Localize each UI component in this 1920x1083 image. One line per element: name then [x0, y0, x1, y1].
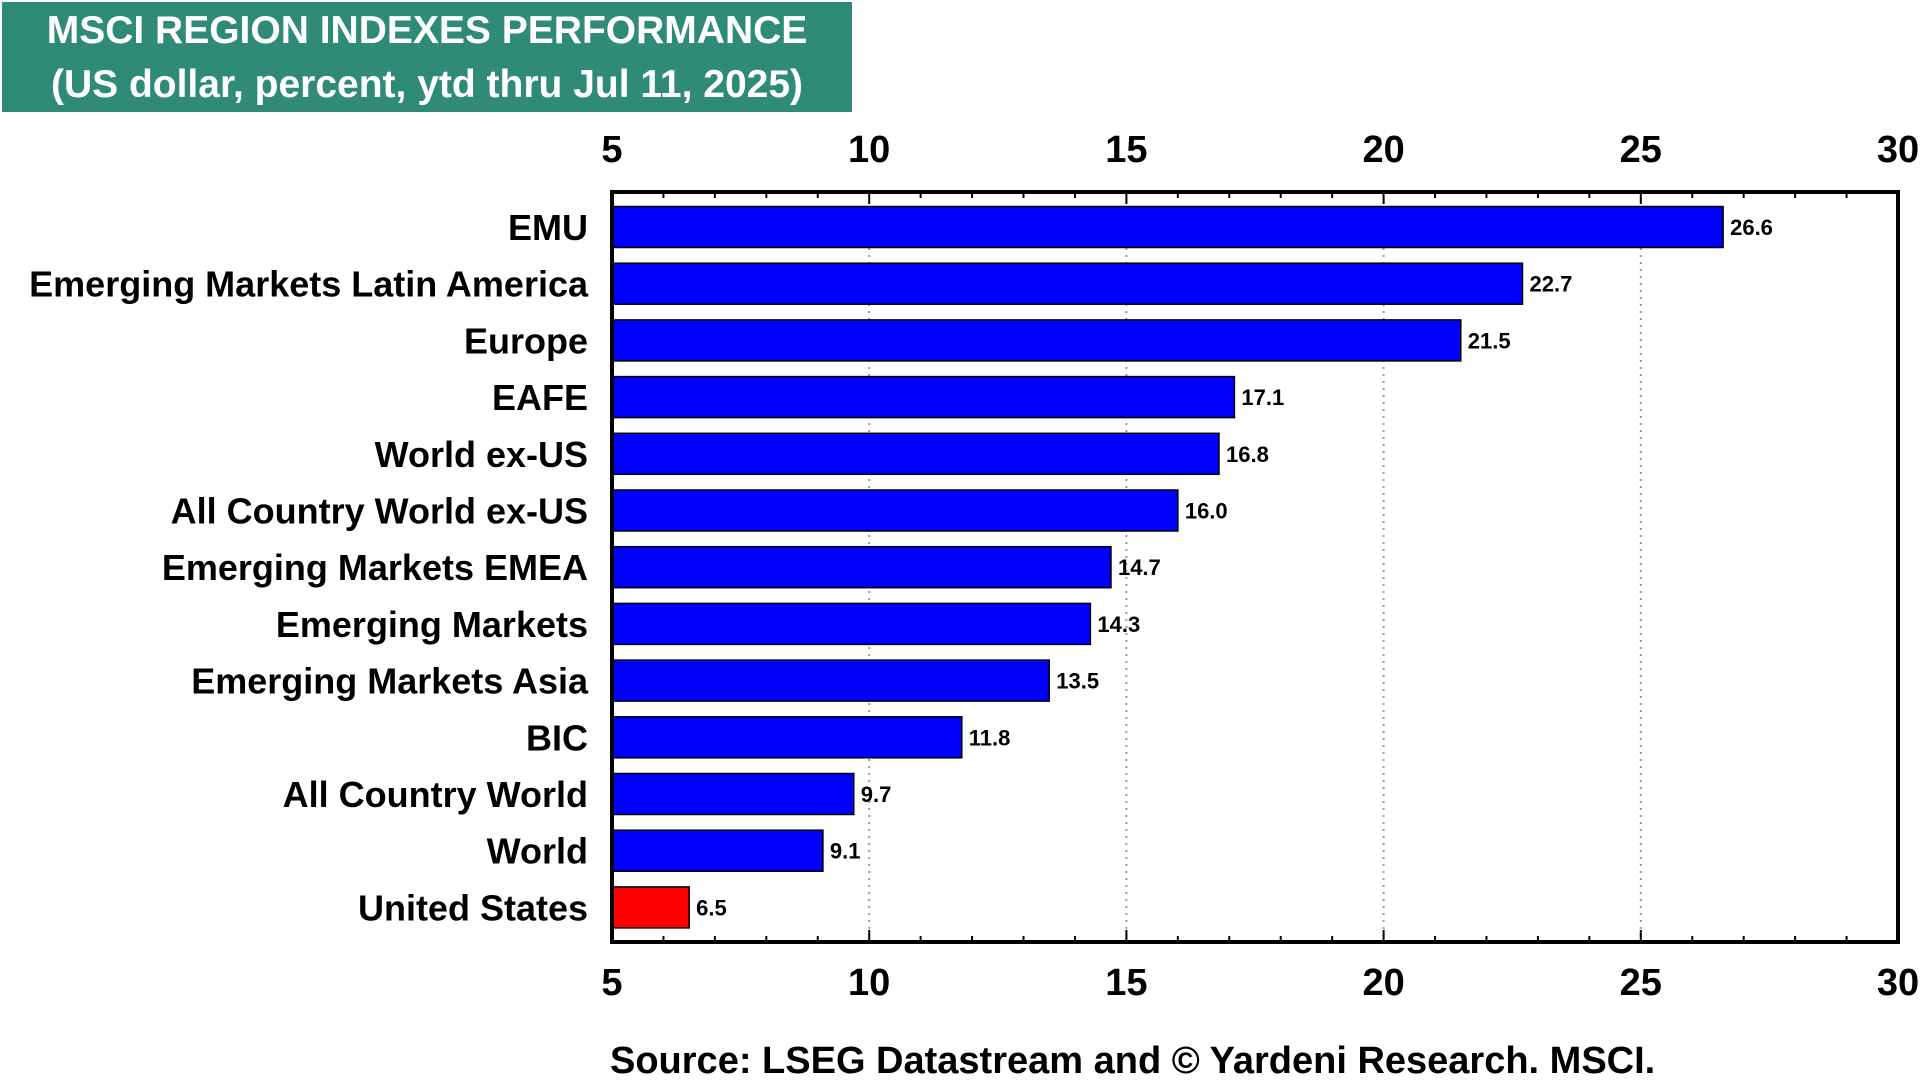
bar-emu — [611, 205, 1724, 249]
value-label-emerging-markets-emea: 14.7 — [1118, 555, 1161, 580]
bar-eafe — [611, 375, 1236, 419]
bar-all-country-world — [611, 772, 855, 816]
category-label-emerging-markets-emea: Emerging Markets EMEA — [162, 547, 588, 588]
category-label-united-states: United States — [358, 887, 588, 928]
x-tick-label-bottom: 20 — [1362, 962, 1404, 1004]
value-label-bic: 11.8 — [969, 725, 1011, 750]
chart-title: MSCI REGION INDEXES PERFORMANCE — [46, 9, 808, 52]
x-tick-label-bottom: 25 — [1620, 962, 1662, 1004]
x-tick-label-top: 15 — [1105, 129, 1147, 171]
category-label-emerging-markets: Emerging Markets — [276, 604, 588, 645]
category-label-all-country-world-ex-us: All Country World ex-US — [171, 491, 588, 532]
x-tick-label-top: 20 — [1362, 129, 1404, 171]
bar-emerging-markets — [611, 602, 1092, 646]
category-label-eafe: EAFE — [492, 377, 588, 418]
bar-bic — [611, 716, 963, 759]
value-label-eafe: 17.1 — [1241, 385, 1284, 410]
bar-all-country-world-ex-us — [611, 489, 1179, 532]
x-tick-label-bottom: 10 — [848, 962, 890, 1004]
value-label-emerging-markets-latin-america: 22.7 — [1529, 272, 1572, 297]
category-label-emerging-markets-latin-america: Emerging Markets Latin America — [29, 264, 589, 305]
value-label-emu: 26.6 — [1730, 215, 1773, 240]
category-label-emerging-markets-asia: Emerging Markets Asia — [191, 661, 589, 702]
bar-emerging-markets-emea — [611, 545, 1112, 589]
chart-title-box: MSCI REGION INDEXES PERFORMANCE (US doll… — [2, 2, 852, 112]
value-label-united-states: 6.5 — [696, 895, 727, 920]
value-label-emerging-markets-asia: 13.5 — [1056, 669, 1099, 694]
value-label-europe: 21.5 — [1468, 328, 1511, 353]
x-tick-label-top: 5 — [601, 129, 622, 171]
value-label-world-ex-us: 16.8 — [1226, 442, 1269, 467]
x-tick-label-bottom: 5 — [601, 962, 622, 1004]
source-note: Source: LSEG Datastream and © Yardeni Re… — [610, 1040, 1656, 1082]
value-label-all-country-world-ex-us: 16.0 — [1185, 499, 1228, 524]
category-label-world-ex-us: World ex-US — [375, 434, 588, 475]
value-label-all-country-world: 9.7 — [861, 782, 892, 807]
category-label-bic: BIC — [526, 717, 588, 758]
category-label-world: World — [487, 831, 588, 872]
labels-layer: EMU 26.6 Emerging Markets Latin America 22.… — [29, 207, 1773, 928]
category-label-europe: Europe — [464, 320, 588, 361]
x-tick-label-top: 30 — [1877, 129, 1919, 171]
value-label-world: 9.1 — [830, 839, 861, 864]
x-tick-label-top: 25 — [1620, 129, 1662, 171]
bar-united-states — [611, 886, 690, 929]
category-label-emu: EMU — [508, 207, 588, 248]
axis-layer: 5 5 10 10 15 15 20 20 25 25 30 30 — [601, 129, 1919, 1004]
category-label-all-country-world: All Country World — [283, 774, 588, 815]
x-tick-label-top: 10 — [848, 129, 890, 171]
grid-layer — [868, 192, 1642, 942]
bars-layer — [611, 205, 1724, 929]
x-tick-label-bottom: 15 — [1105, 962, 1147, 1004]
bar-emerging-markets-asia — [611, 659, 1050, 702]
bar-world — [611, 829, 824, 872]
x-tick-label-bottom: 30 — [1877, 962, 1919, 1004]
value-label-emerging-markets: 14.3 — [1097, 612, 1140, 637]
chart-subtitle: (US dollar, percent, ytd thru Jul 11, 20… — [50, 63, 804, 106]
bar-emerging-markets-latin-america — [611, 262, 1524, 305]
plot-frame — [610, 190, 1900, 944]
bar-europe — [611, 319, 1462, 362]
bar-world-ex-us — [611, 432, 1220, 476]
